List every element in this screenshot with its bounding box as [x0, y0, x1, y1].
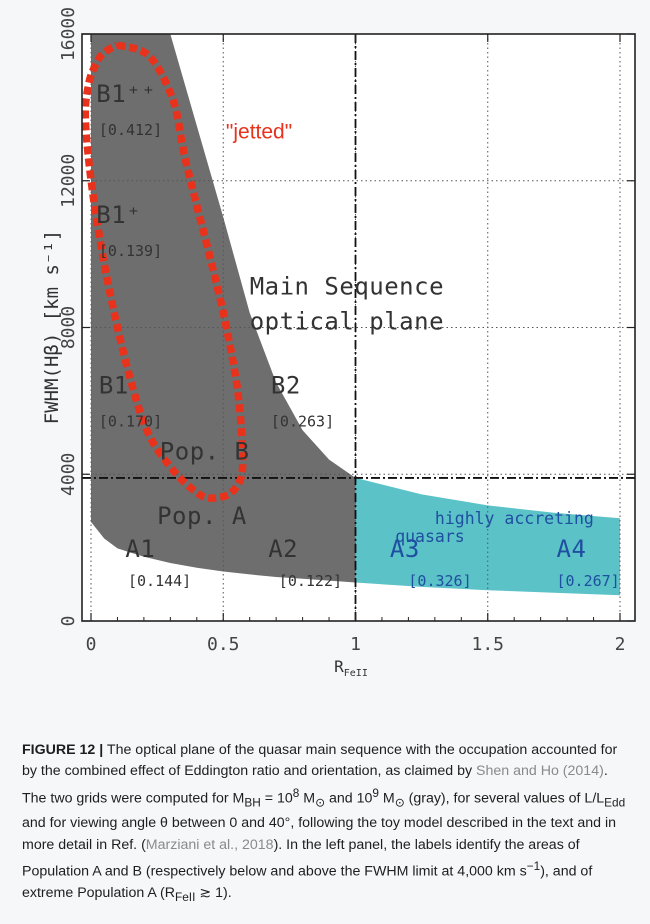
caption-figure-label: FIGURE 12 |: [22, 742, 104, 758]
x-axis-label: RFeII: [334, 657, 368, 679]
caption-text: and 10: [325, 790, 373, 807]
x-tick-label: 1: [350, 634, 361, 655]
y-axis-label: FWHM(Hβ) [km s⁻¹]: [41, 230, 63, 424]
figure-caption: FIGURE 12 | The optical plane of the qua…: [22, 740, 628, 908]
annotation-21: [0.267]: [557, 572, 620, 590]
annotation-1: [0.412]: [99, 121, 162, 139]
caption-text: (gray), for several values of L/L: [404, 790, 605, 807]
caption-superscript: −1: [526, 859, 541, 874]
annotation-6: B1: [99, 372, 129, 400]
annotation-3: [0.139]: [99, 242, 162, 260]
annotation-0: B1⁺⁺: [96, 80, 156, 108]
caption-citation-link[interactable]: Marziani et al., 2018: [145, 836, 274, 853]
caption-text: . The two grids were computed for M: [22, 763, 608, 807]
x-tick-label: 0.5: [207, 634, 240, 655]
caption-text: M: [299, 790, 316, 807]
caption-text: ), and of extreme Population A (R: [22, 863, 593, 902]
x-axis-label-main: R: [334, 657, 344, 676]
annotation-2: B1⁺: [96, 201, 141, 229]
caption-text: = 10: [260, 790, 293, 807]
y-tick-label: 16000: [58, 7, 79, 61]
caption-superscript: 9: [372, 785, 379, 800]
annotation-5: optical plane: [250, 307, 444, 335]
caption-text: The optical plane of the quasar main seq…: [22, 742, 618, 780]
region-cyan-grid: [355, 477, 620, 596]
annotation-13: [0.144]: [128, 572, 191, 590]
annotation-8: B2: [271, 372, 301, 400]
jetted-loop-layer: "jetted": [81, 41, 292, 502]
caption-subscript: ⊙: [394, 795, 405, 810]
caption-text: M: [378, 790, 395, 807]
annotation-16: highly accreting: [435, 509, 594, 528]
region-layer: [91, 34, 620, 596]
jetted-label: "jetted": [226, 121, 292, 144]
y-tick-label: 4000: [58, 453, 79, 496]
x-axis-label-sub: FeII: [344, 668, 368, 679]
limit-lines-layer: [82, 34, 635, 621]
caption-subscript: ⊙: [315, 795, 326, 810]
caption-text: and for viewing angle θ between 0 and 40…: [22, 815, 617, 853]
annotation-18: A3: [390, 535, 420, 563]
caption-superscript: 8: [292, 785, 300, 800]
annotation-20: A4: [557, 535, 587, 563]
annotation-10: Pop. B: [160, 438, 250, 466]
caption-citation-link[interactable]: Shen and Ho (2014): [476, 763, 604, 780]
x-tick-label: 1.5: [471, 634, 504, 655]
caption-text: ). In the left panel, the labels identif…: [22, 836, 580, 880]
annotation-11: Pop. A: [157, 502, 247, 530]
axis-labels-layer: FWHM(Hβ) [km s⁻¹] RFeII: [41, 230, 368, 679]
annotation-4: Main Sequence: [250, 273, 444, 301]
caption-subscript: Edd: [604, 795, 626, 810]
annotation-layer: B1⁺⁺ [0.412] B1⁺ [0.139] Main Sequence optica…: [96, 80, 619, 590]
caption-subscript: BH: [244, 795, 261, 810]
annotation-15: [0.122]: [279, 572, 342, 590]
region-gray-grid: [91, 34, 356, 583]
annotation-7: [0.170]: [99, 413, 162, 431]
caption-text: ≳ 1).: [195, 885, 232, 902]
x-tick-label: 2: [615, 634, 626, 655]
y-tick-label: 12000: [58, 154, 79, 208]
y-tick-label: 0: [58, 616, 79, 627]
caption-subscript: FeII: [175, 889, 196, 904]
ticks-layer: 0 0.5 1 1.5 2 0 4000 8000 12000 16000: [58, 7, 635, 655]
annotation-19: [0.326]: [408, 572, 471, 590]
annotation-9: [0.263]: [271, 413, 334, 431]
annotation-17: quasars: [395, 527, 465, 546]
annotation-14: A2: [268, 535, 298, 563]
chart: "jetted" B1⁺⁺ [0.412] B1⁺ [0.139] Main Seque…: [41, 7, 636, 679]
annotation-12: A1: [125, 535, 155, 563]
x-tick-label: 0: [86, 634, 97, 655]
y-tick-label: 8000: [58, 306, 79, 349]
